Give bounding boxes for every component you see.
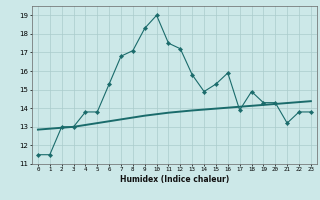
X-axis label: Humidex (Indice chaleur): Humidex (Indice chaleur) [120, 175, 229, 184]
